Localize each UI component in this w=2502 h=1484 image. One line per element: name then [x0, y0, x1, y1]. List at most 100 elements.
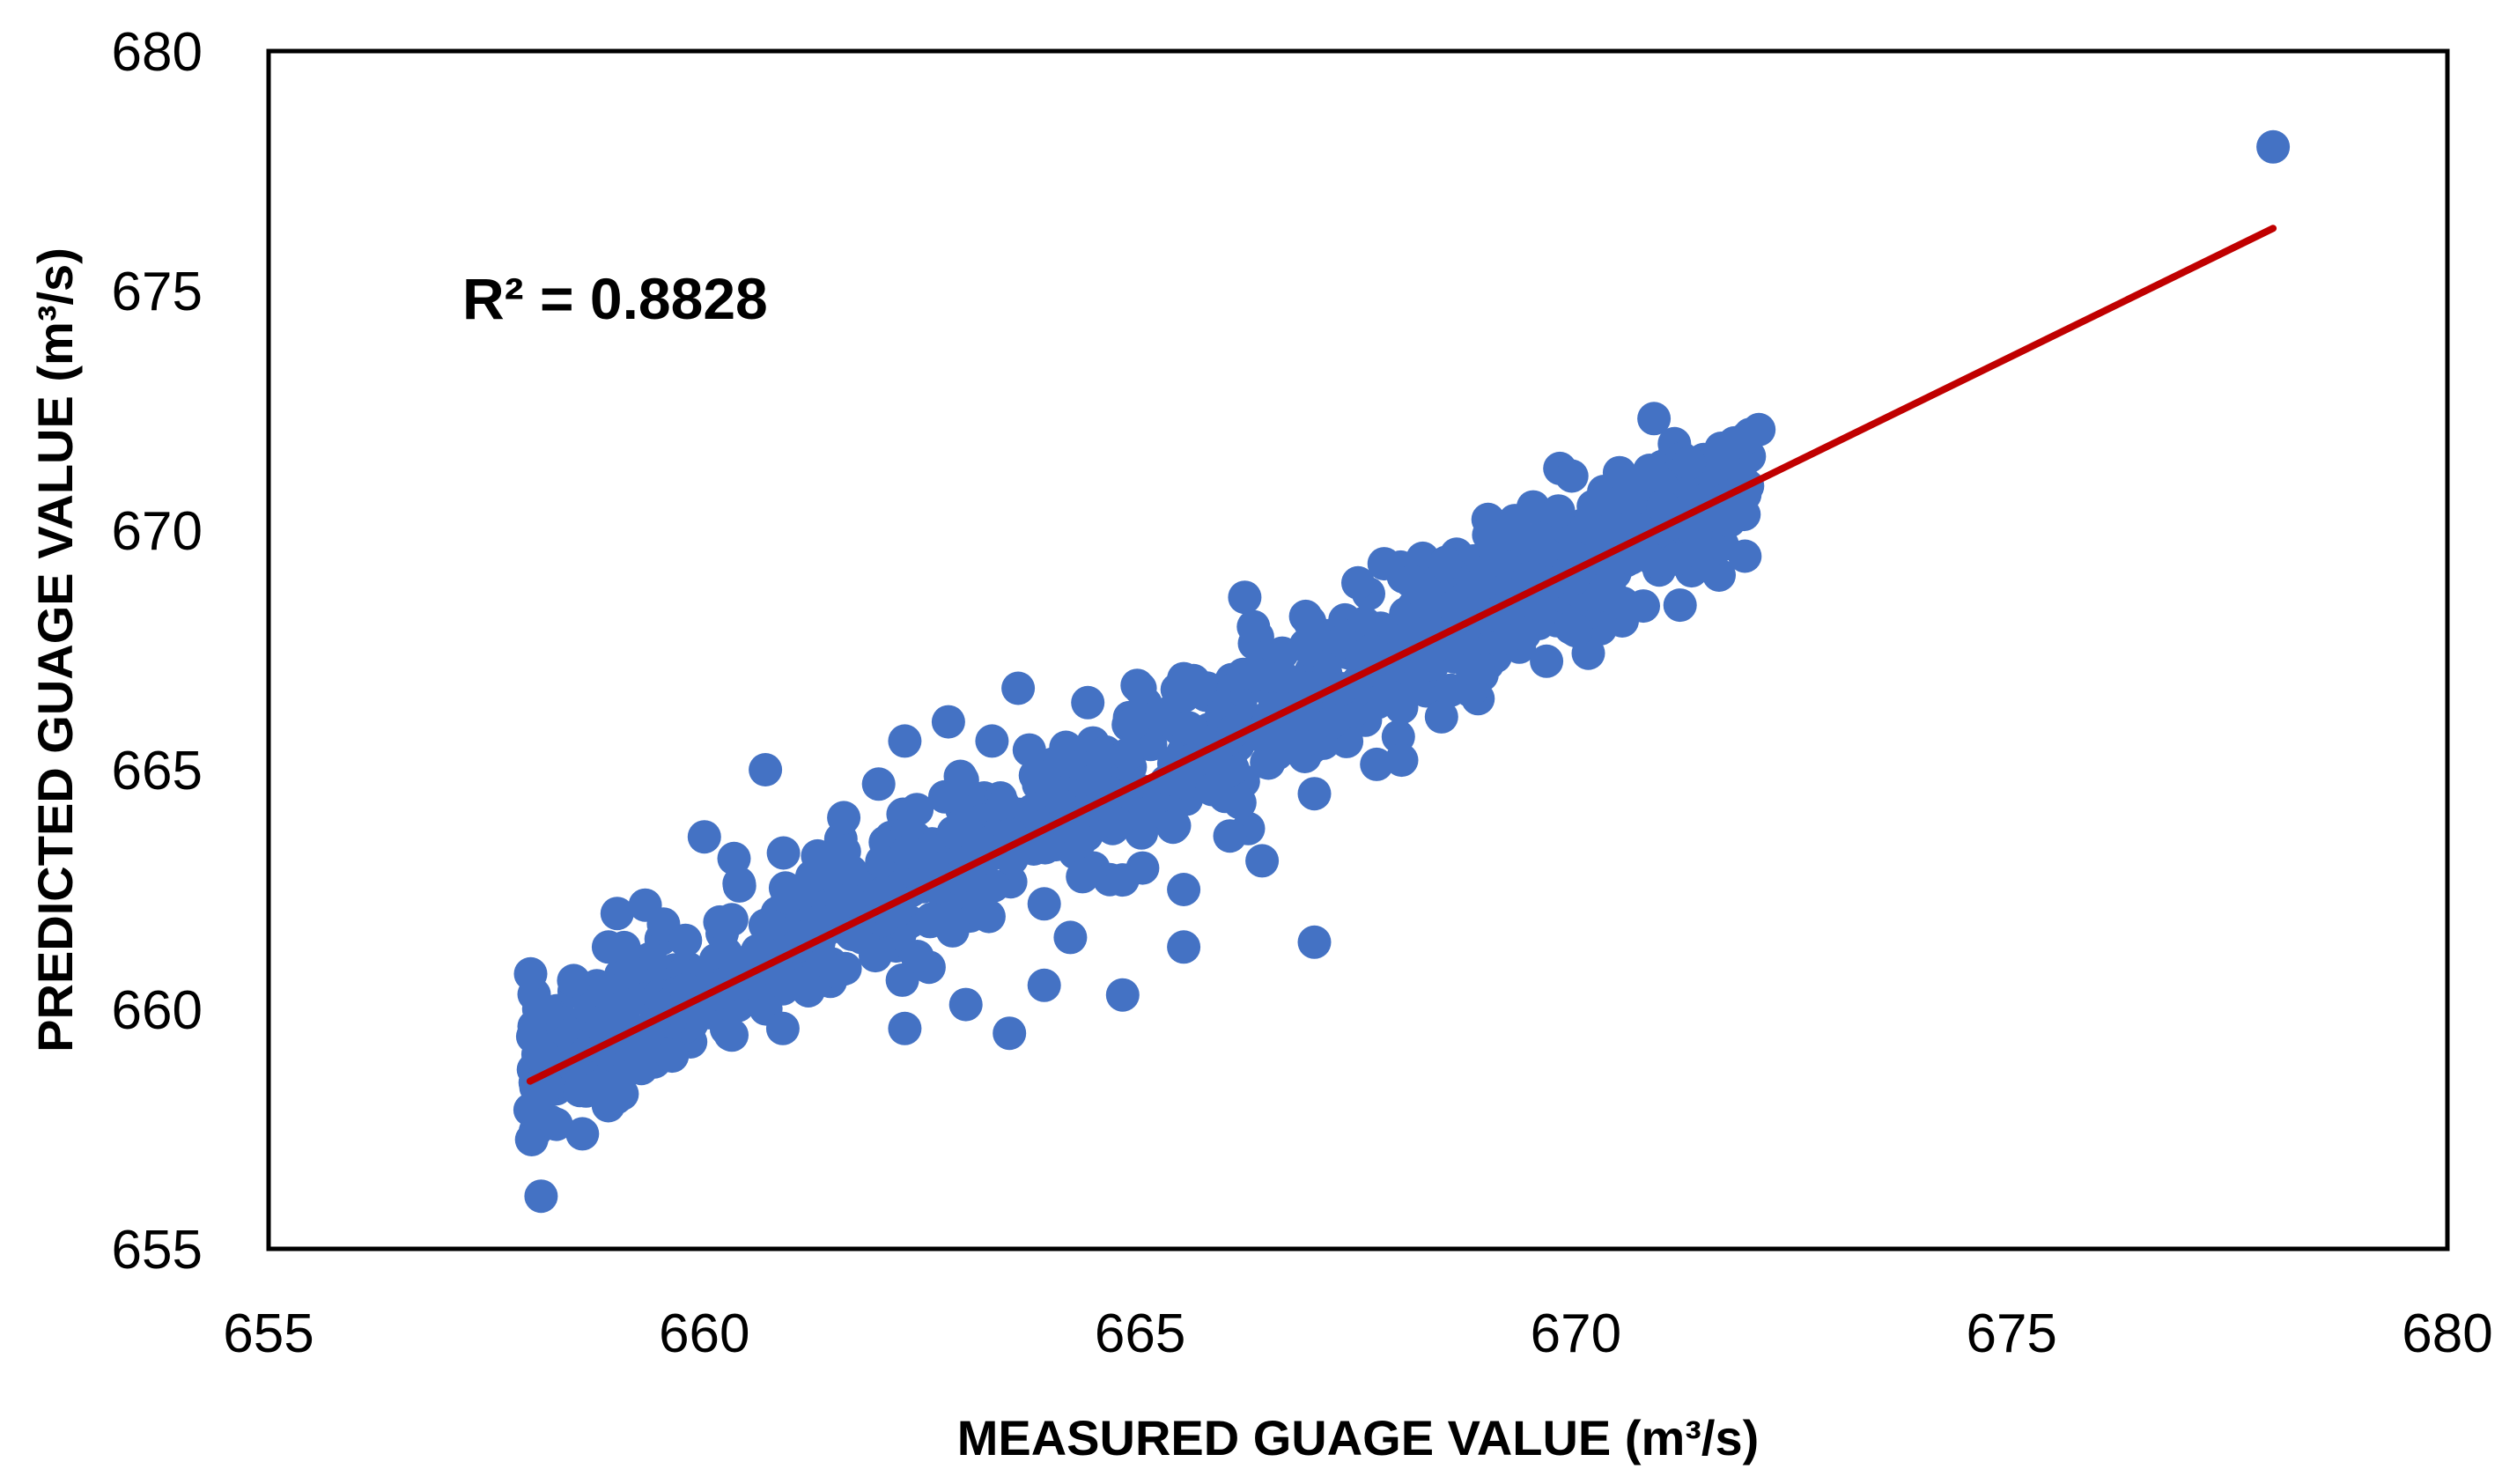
data-point: [900, 940, 934, 973]
data-point: [1360, 747, 1394, 781]
data-point: [1637, 402, 1672, 436]
data-point: [524, 1179, 558, 1214]
data-point: [749, 753, 783, 786]
data-point: [1579, 580, 1613, 614]
data-point: [861, 767, 896, 801]
data-point: [1213, 819, 1247, 853]
data-point: [766, 836, 801, 870]
data-point: [513, 956, 548, 991]
data-point: [1266, 660, 1300, 694]
data-point: [888, 724, 922, 758]
data-point: [971, 899, 1006, 934]
data-point: [948, 987, 983, 1022]
r-squared-annotation: R² = 0.8828: [462, 266, 768, 331]
data-point: [1167, 661, 1201, 696]
y-axis-title: PREDICTED GUAGE VALUE (m³/s): [27, 247, 83, 1052]
data-point: [975, 724, 1009, 758]
data-point: [1646, 489, 1680, 523]
data-point: [2256, 129, 2291, 164]
data-point: [1105, 978, 1140, 1012]
data-point: [1132, 796, 1166, 830]
data-point: [668, 923, 703, 957]
data-point: [912, 849, 947, 883]
data-point: [1076, 764, 1111, 798]
data-point: [1401, 572, 1436, 606]
data-point: [888, 1011, 922, 1045]
data-point: [1071, 685, 1105, 720]
data-point: [1053, 920, 1088, 955]
y-tick-label: 675: [112, 262, 203, 322]
data-point: [521, 993, 556, 1026]
data-point: [1171, 711, 1206, 745]
x-tick-label: 670: [1531, 1303, 1621, 1364]
data-point: [687, 820, 721, 854]
data-point: [832, 883, 867, 918]
data-point: [628, 888, 662, 922]
data-point: [1424, 699, 1458, 734]
data-point: [1554, 459, 1589, 493]
data-point: [1576, 489, 1611, 523]
data-point: [1576, 513, 1611, 547]
data-point: [1251, 746, 1286, 780]
data-point: [1733, 417, 1768, 452]
data-point: [1436, 590, 1471, 624]
data-point: [765, 1011, 800, 1045]
x-tick-label: 655: [223, 1303, 314, 1364]
data-point: [655, 1039, 690, 1074]
data-point: [1105, 863, 1140, 897]
data-point: [539, 1107, 573, 1141]
data-point: [1297, 925, 1332, 959]
data-point: [1384, 743, 1419, 778]
data-point: [1239, 657, 1273, 691]
data-point: [1027, 968, 1061, 1002]
y-tick-label: 670: [112, 501, 203, 562]
data-point: [583, 1069, 616, 1103]
data-point: [1157, 808, 1192, 843]
data-point: [1001, 671, 1036, 705]
data-point: [1228, 580, 1262, 615]
data-point: [1411, 647, 1445, 682]
data-point: [748, 908, 782, 942]
data-point: [936, 816, 971, 849]
data-point: [1115, 707, 1149, 742]
data-point: [1530, 644, 1564, 678]
data-point: [1395, 616, 1429, 650]
data-point: [1627, 589, 1660, 624]
data-point: [1728, 539, 1762, 573]
data-point: [1498, 504, 1532, 538]
data-point: [600, 897, 634, 931]
data-point: [1111, 737, 1145, 772]
data-point: [1316, 704, 1350, 738]
data-point: [591, 930, 625, 964]
data-point: [1428, 547, 1462, 581]
x-tick-label: 660: [659, 1303, 749, 1364]
data-point: [1297, 618, 1332, 653]
data-point: [1341, 565, 1375, 600]
data-point: [1672, 446, 1706, 480]
data-point: [931, 705, 965, 739]
data-point: [1602, 455, 1636, 490]
data-point: [1628, 461, 1663, 495]
x-axis-ticks: 655 660 665 670 675 680: [223, 1303, 2492, 1364]
data-point: [927, 779, 962, 814]
data-point: [1702, 558, 1736, 592]
data-point: [914, 902, 948, 936]
y-tick-label: 660: [112, 980, 203, 1041]
x-tick-label: 680: [2402, 1303, 2492, 1364]
data-point: [865, 845, 899, 879]
data-point: [1167, 873, 1201, 906]
data-point: [1347, 639, 1382, 673]
data-point: [1027, 887, 1061, 921]
data-point: [557, 963, 591, 998]
data-point: [1680, 532, 1715, 566]
data-point: [1434, 673, 1468, 707]
data-point: [714, 903, 749, 937]
data-point: [1066, 860, 1100, 894]
data-point: [1099, 806, 1133, 840]
data-point: [713, 1017, 748, 1052]
data-point: [1472, 518, 1506, 552]
data-point: [801, 838, 835, 873]
x-axis-title: MEASURED GUAGE VALUE (m³/s): [957, 1410, 1760, 1466]
data-point: [1663, 588, 1697, 623]
